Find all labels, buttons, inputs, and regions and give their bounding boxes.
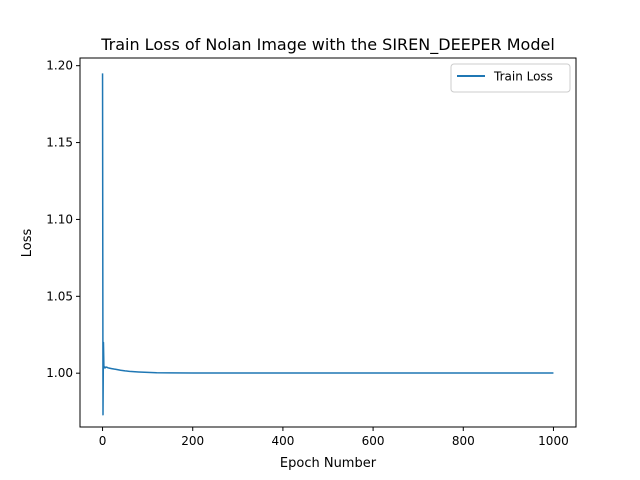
x-tick-label: 400 [271,434,294,448]
y-tick-label: 1.15 [46,136,73,150]
x-tick-label: 800 [452,434,475,448]
x-tick-label: 1000 [538,434,569,448]
plot-area [79,57,577,428]
series-layer [101,73,554,416]
x-axis: 0 200 400 600 800 1000 [99,427,569,448]
y-tick-label: 1.05 [46,289,73,303]
legend: Train Loss [450,63,571,93]
y-tick-label: 1.10 [46,212,73,226]
x-tick-label: 0 [99,434,107,448]
legend-box [450,63,571,93]
series-line-train-loss [101,73,554,416]
x-tick-label: 600 [362,434,385,448]
y-axis: 1.00 1.05 1.10 1.15 1.20 [46,59,80,380]
x-tick-label: 200 [181,434,204,448]
legend-label-train-loss: Train Loss [493,70,553,84]
y-tick-label: 1.20 [46,59,73,73]
y-axis-label: Loss [20,229,35,258]
y-tick-label: 1.00 [46,366,73,380]
chart-title: Train Loss of Nolan Image with the SIREN… [100,35,555,55]
x-axis-label: Epoch Number [280,456,377,471]
